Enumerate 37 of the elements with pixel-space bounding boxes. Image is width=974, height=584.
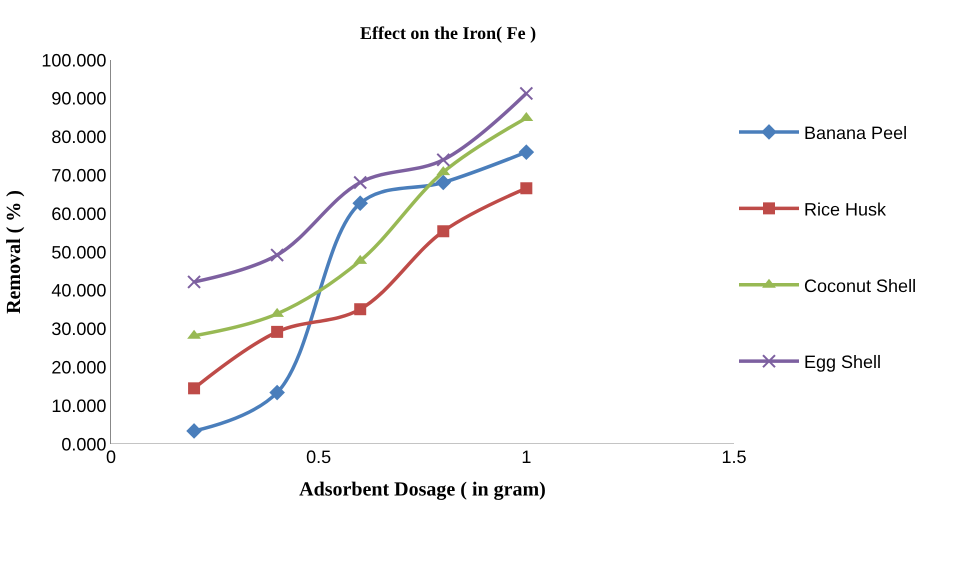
y-tick-label: 0.000	[61, 434, 106, 454]
point	[437, 225, 450, 238]
point	[352, 195, 368, 212]
x-tick-label: 0.5	[306, 447, 332, 467]
point	[353, 176, 368, 190]
y-tick-label: 20.000	[51, 358, 106, 378]
y-tick-label: 60.000	[51, 204, 106, 224]
point	[270, 248, 284, 262]
point	[520, 182, 532, 194]
point	[518, 144, 534, 160]
point	[519, 86, 534, 100]
y-tick-label: 10.000	[51, 396, 106, 416]
x-axis-title: Adsorbent Dosage ( in gram)	[299, 478, 546, 500]
point	[354, 303, 366, 316]
y-tick-label: 100.000	[41, 50, 106, 70]
point	[435, 174, 452, 190]
y-tick-label: 70.000	[51, 166, 106, 186]
y-tick-label: 80.000	[51, 127, 106, 148]
point	[271, 326, 284, 338]
legend-label: Banana Peel	[804, 122, 908, 143]
y-tick-label: 50.000	[51, 242, 106, 262]
point	[186, 423, 202, 439]
x-tick-label: 1	[521, 447, 532, 467]
x-tick-label: 1.5	[721, 447, 747, 467]
x-tick-label: 0	[106, 447, 116, 467]
y-tick-label: 40.000	[51, 280, 106, 301]
point	[436, 152, 450, 167]
point	[187, 274, 202, 289]
y-axis-title: Removal ( % )	[2, 190, 25, 314]
legend-label: Coconut Shell	[804, 276, 916, 296]
chart-title: Effect on the Iron( Fe )	[360, 22, 536, 43]
y-tick-label: 30.000	[51, 319, 106, 340]
y-tick-label: 90.000	[51, 88, 106, 109]
legend-label: Rice Husk	[804, 199, 888, 220]
legend-label: Egg Shell	[804, 352, 882, 372]
point	[269, 384, 285, 400]
point	[188, 382, 200, 394]
